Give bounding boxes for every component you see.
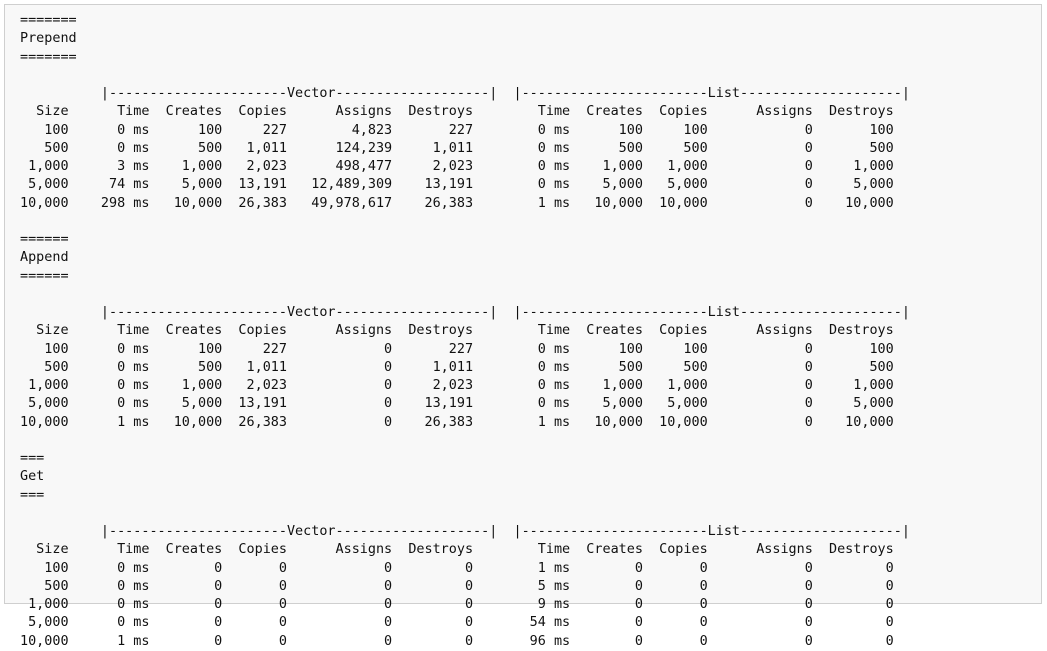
section-title: Get: [20, 469, 45, 485]
table-row: 100 0 ms 100 227 0 227 0 ms 100 100 0 10…: [20, 341, 894, 357]
table-row: 500 0 ms 500 1,011 124,239 1,011 0 ms 50…: [20, 140, 894, 156]
blank-line: [20, 432, 910, 450]
table-row: 100 0 ms 100 227 4,823 227 0 ms 100 100 …: [20, 122, 894, 138]
blank-line: [20, 286, 910, 304]
table-row: 10,000 1 ms 10,000 26,383 0 26,383 1 ms …: [20, 414, 894, 430]
table-row: 10,000 1 ms 0 0 0 0 96 ms 0 0 0 0: [20, 633, 894, 649]
section-title: Prepend: [20, 31, 77, 47]
table-row: 5,000 0 ms 0 0 0 0 54 ms 0 0 0 0: [20, 615, 894, 631]
column-header-row: Size Time Creates Copies Assigns Destroy…: [20, 542, 894, 558]
table-row: 500 0 ms 0 0 0 0 5 ms 0 0 0 0: [20, 578, 894, 594]
blank-line: [20, 213, 910, 231]
group-header-row: |----------------------Vector-----------…: [20, 524, 910, 539]
section-title: Append: [20, 250, 69, 266]
table-row: 5,000 74 ms 5,000 13,191 12,489,309 13,1…: [20, 177, 894, 193]
table-row: 100 0 ms 0 0 0 0 1 ms 0 0 0 0: [20, 560, 894, 576]
table-row: 5,000 0 ms 5,000 13,191 0 13,191 0 ms 5,…: [20, 396, 894, 412]
section-rule: ======: [20, 232, 69, 247]
section-rule: ===: [20, 487, 45, 503]
table-row: 1,000 3 ms 1,000 2,023 498,477 2,023 0 m…: [20, 159, 894, 174]
column-header-row: Size Time Creates Copies Assigns Destroy…: [20, 104, 894, 120]
blank-line: [20, 67, 910, 85]
column-header-row: Size Time Creates Copies Assigns Destroy…: [20, 323, 894, 339]
section-rule: =======: [20, 13, 77, 28]
section-rule: =======: [20, 49, 77, 65]
table-row: 10,000 298 ms 10,000 26,383 49,978,617 2…: [20, 195, 894, 211]
group-header-row: |----------------------Vector-----------…: [20, 86, 910, 101]
table-row: 500 0 ms 500 1,011 0 1,011 0 ms 500 500 …: [20, 359, 894, 375]
table-row: 1,000 0 ms 1,000 2,023 0 2,023 0 ms 1,00…: [20, 378, 894, 393]
blank-line: [20, 505, 910, 523]
group-header-row: |----------------------Vector-----------…: [20, 305, 910, 320]
section-rule: ======: [20, 268, 69, 284]
console-output: ======= Prepend ======= |-----------------…: [20, 12, 910, 651]
section-rule: ===: [20, 451, 45, 466]
output-panel: ======= Prepend ======= |-----------------…: [4, 4, 1042, 649]
